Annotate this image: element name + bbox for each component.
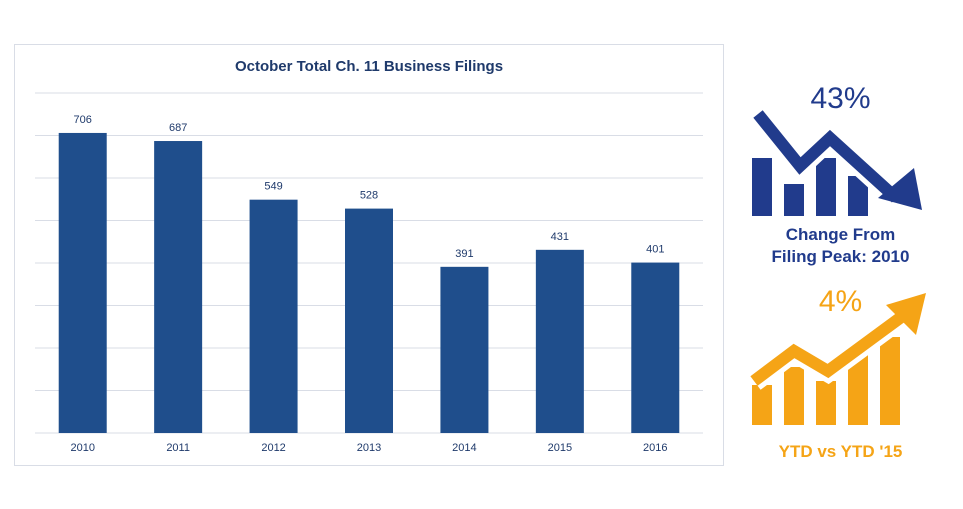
data-label: 401 (646, 244, 664, 256)
data-label: 431 (551, 231, 569, 243)
kpi-change-value: 43% (810, 82, 871, 115)
data-label: 706 (74, 114, 92, 126)
data-label: 391 (455, 248, 473, 260)
kpi-ytd-caption: YTD vs YTD '15 (718, 441, 963, 463)
x-tick-label: 2016 (643, 442, 667, 454)
bar (249, 199, 298, 433)
bar (440, 266, 489, 433)
x-tick-label: 2014 (452, 442, 476, 454)
bar (535, 249, 584, 433)
kpi-change-caption: Change From Filing Peak: 2010 (718, 224, 963, 268)
bar-chart-plot: 706 2010 687 2011 549 2012 528 2013 391 2014 431 20… (35, 92, 703, 454)
x-tick-label: 2015 (548, 442, 572, 454)
kpi-change-caption-line-2: Filing Peak: 2010 (771, 247, 910, 266)
bar (631, 262, 680, 433)
data-label: 687 (169, 122, 187, 134)
chart-panel: October Total Ch. 11 Business Filings 70… (14, 44, 724, 466)
rising-bar-chart-arrow-icon (747, 293, 926, 425)
bar (154, 141, 203, 433)
kpi-ytd-value: 4% (818, 285, 863, 318)
kpi-change-from-peak: 43% Change From Filing Peak: 2010 (718, 82, 963, 272)
x-tick-label: 2012 (261, 442, 285, 454)
kpi-ytd: 4% YTD vs YTD '15 (718, 285, 963, 465)
kpi-ytd-caption-line-1: YTD vs YTD '15 (778, 442, 903, 461)
data-label: 528 (360, 190, 378, 202)
chart-title: October Total Ch. 11 Business Filings (234, 58, 504, 75)
x-tick-label: 2013 (357, 442, 381, 454)
bar (345, 208, 393, 433)
declining-bar-chart-arrow-icon (749, 107, 922, 216)
x-tick-label: 2010 (70, 442, 94, 454)
x-tick-label: 2011 (166, 442, 190, 454)
data-label: 549 (264, 181, 282, 193)
kpi-change-caption-line-1: Change From (785, 225, 896, 244)
bar (58, 132, 107, 433)
